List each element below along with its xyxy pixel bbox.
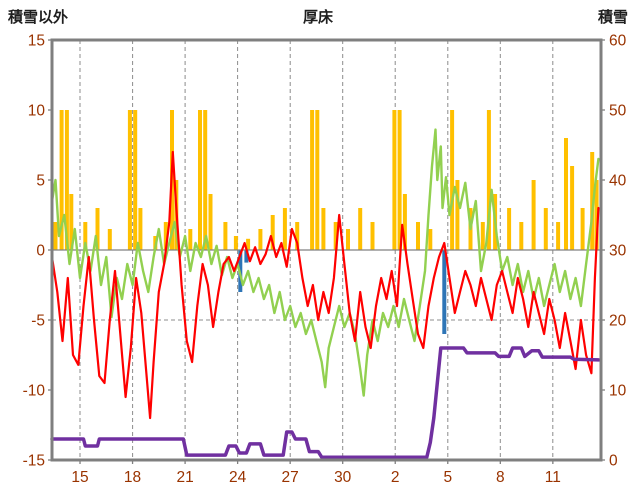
sunshine-bars-bar [531,180,536,250]
sunshine-bars-bar [295,222,300,250]
sunshine-bars-bar [203,110,208,250]
sunshine-bars-bar [310,110,315,250]
sunshine-bars-bar [480,222,485,250]
sunshine-bars-bar [163,222,168,250]
right-axis-tick-label: 30 [609,243,627,260]
sunshine-bars-bar [188,229,193,250]
left-axis-title: 積雪以外 [8,9,69,26]
precipitation-bars-bar [244,250,249,263]
sunshine-bars-bar [556,222,561,250]
right-axis-tick-label: 0 [609,453,618,470]
sunshine-bars-bar [282,208,287,250]
x-axis-tick-label: 27 [282,469,299,486]
sunshine-bars-bar [428,229,433,250]
left-axis-tick-label: 15 [28,33,45,50]
sunshine-bars-bar [594,180,599,250]
x-axis-tick-label: 24 [229,469,247,486]
right-axis-tick-label: 40 [609,173,627,190]
sunshine-bars-bar [315,110,320,250]
x-axis-tick-label: 8 [496,469,505,486]
sunshine-bars-bar [519,222,524,250]
sunshine-bars-bar [83,222,88,250]
sunshine-bars-bar [450,110,455,250]
sunshine-bars-bar [570,166,575,250]
right-axis-tick-label: 10 [609,383,627,400]
x-axis-tick-label: 30 [334,469,352,486]
sunshine-bars-bar [258,229,263,250]
right-axis-tick-label: 60 [609,33,627,50]
sunshine-bars-bar [233,236,238,250]
sunshine-bars-bar [507,208,512,250]
temperature-red [50,150,600,420]
precipitation-bars-bar [442,250,447,334]
sunshine-bars-bar [127,110,132,250]
x-axis-tick-label: 15 [71,469,88,486]
chart-title: 厚床 [302,9,333,26]
right-axis-tick-label: 50 [609,103,627,120]
left-axis-tick-label: -15 [23,453,45,470]
sunshine-bars-bar [223,222,228,250]
sunshine-bars-bar [543,208,548,250]
left-axis-tick-label: 0 [36,243,45,260]
right-axis-tick-label: 20 [609,313,627,330]
sunshine-bars-bar [580,208,585,250]
temperature-green [50,128,600,397]
sunshine-bars-bar [198,110,202,250]
sunshine-bars-bar [69,194,74,250]
sunshine-bars-bar [133,110,138,250]
x-axis-tick-label: 5 [443,469,452,486]
sunshine-bars-bar [59,110,64,250]
left-axis-tick-label: 10 [28,103,46,120]
sunshine-bars-bar [397,110,402,250]
left-axis-tick-label: -10 [23,383,46,400]
sunshine-bars-bar [333,222,338,250]
sunshine-bars-bar [455,180,460,250]
sunshine-bars-bar [321,208,326,250]
x-axis-tick-label: 11 [545,469,561,486]
sunshine-bars-bar [95,208,100,250]
sunshine-bars-bar [246,238,251,250]
x-axis-tick-label: 18 [124,469,141,486]
right-axis-title: 積雪 [597,9,628,26]
sunshine-bars-bar [370,222,375,250]
left-axis-tick-label: -5 [31,313,45,330]
sunshine-bars-bar [53,222,58,250]
sunshine-bars-bar [486,110,491,250]
sunshine-bars-bar [564,138,568,250]
left-axis-tick-label: 5 [36,173,45,190]
sunshine-bars-bar [270,215,275,250]
sunshine-bars-bar [138,208,143,250]
sunshine-bars-bar [416,222,420,250]
sunshine-bars-bar [402,194,407,250]
snow-depth-purple [50,346,601,459]
sunshine-bars-bar [346,229,350,250]
sunshine-bars-bar [590,152,595,250]
x-axis-tick-label: 2 [391,469,400,486]
sunshine-bars-bar [107,229,112,250]
sunshine-bars-bar [392,110,397,250]
sunshine-bars-bar [208,194,213,250]
x-axis-tick-label: 21 [176,469,193,486]
sunshine-bars-bar [358,208,363,250]
sunshine-bars-bar [64,110,69,250]
